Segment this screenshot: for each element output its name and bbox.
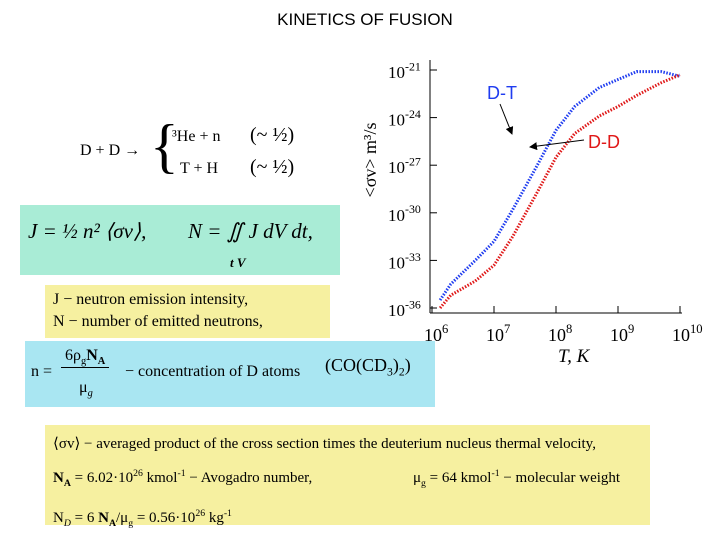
x-tick-label: 109 (610, 322, 634, 345)
series-line (438, 73, 681, 309)
note: ⟨σv⟩ − averaged product of the cross sec… (53, 436, 596, 452)
concentration-text: − concentration of D atoms (125, 363, 301, 380)
branch-products: ³He + n (172, 128, 221, 145)
notes-box: ⟨σv⟩ − averaged product of the cross sec… (45, 425, 650, 529)
y-tick-label: 10-36 (388, 297, 421, 320)
formula-part: ) (404, 355, 411, 375)
y-axis-label: <σv> m³/s (360, 123, 380, 198)
formula: J = ½ n² ⟨σv⟩, (28, 219, 147, 243)
formula-part: g (87, 388, 93, 400)
concentration-box: n = 6ρgNA μg − concentration of D atoms … (25, 341, 435, 407)
x-tick-label: 108 (548, 322, 572, 345)
y-tick-label: 10-33 (388, 250, 421, 273)
formula-part: 2 (398, 365, 405, 379)
formula: (CO(CD3)2) (325, 355, 411, 379)
note-part: = 64 kmol (425, 470, 492, 486)
note-part: 26 (133, 468, 143, 479)
denominator: μg (79, 379, 93, 399)
note-part: − molecular weight (499, 470, 621, 486)
branch-fraction: (~ ½) (250, 124, 295, 146)
note-part: /μ (116, 510, 129, 526)
formula-part: 3 (387, 365, 393, 379)
note-part: = 6.02·10 (70, 470, 134, 486)
note-part: g (421, 478, 426, 489)
formula-part: 6ρ (65, 347, 81, 364)
note: ND = 6 NA/μg = 0.56·1026 kg-1 (53, 499, 642, 539)
note-part: 26 (195, 508, 206, 519)
y-tick-label: 10-24 (388, 107, 421, 130)
formula-part: ) (392, 355, 399, 375)
note-part: A (63, 478, 71, 489)
formula-part: μ (79, 379, 88, 396)
note-part: N (53, 470, 64, 486)
branch-fraction: (~ ½) (250, 156, 295, 178)
series-label: D-T (487, 83, 517, 103)
note-part: kmol (142, 470, 178, 486)
definitions-box: J − neutron emission intensity, N − numb… (45, 285, 330, 338)
y-tick-label: 10-21 (388, 59, 421, 82)
note-part: D (63, 518, 71, 529)
definition: J − neutron emission intensity, (53, 291, 249, 308)
y-tick-label: 10-27 (388, 155, 421, 178)
series-label: D-D (588, 132, 620, 152)
note-part: = 0.56·10 (133, 510, 196, 526)
note-part: = 6 (70, 510, 99, 526)
formula-part: g (80, 356, 87, 368)
formula-part: (CO(CD (325, 355, 387, 375)
note-part: N (98, 510, 109, 526)
label-arrow (499, 103, 514, 135)
x-axis-label: T, K (558, 346, 591, 367)
formula-part: N (86, 347, 98, 364)
note: μg = 64 kmol-1 − molecular weight (413, 459, 620, 499)
numerator: 6ρgNA (61, 347, 110, 369)
x-tick-label: 1010 (672, 322, 703, 345)
note: NA = 6.02·1026 kmol-1 − Avogadro number,… (53, 459, 642, 499)
note-part: − Avogadro number, (185, 470, 313, 486)
note-part: -1 (177, 468, 186, 479)
title: KINETICS OF FUSION (277, 10, 453, 29)
formula-limits: t V (230, 255, 246, 270)
formula-box: J = ½ n² ⟨σv⟩, N = ∬ J dV dt, t V (20, 205, 340, 275)
y-tick-label: 10-30 (388, 202, 421, 225)
formula: n = (31, 363, 53, 380)
note-part: A (108, 518, 116, 529)
note-part: -1 (223, 508, 232, 519)
branch-products: T + H (180, 160, 219, 177)
formula: N = ∬ J dV dt, (188, 219, 313, 243)
label-arrow (529, 139, 585, 151)
note-part: N (53, 510, 64, 526)
note-part: -1 (491, 468, 500, 479)
reaction-left: D + D → (80, 142, 141, 159)
brace: { (150, 113, 179, 179)
note-part: kg (205, 510, 224, 526)
definition: N − number of emitted neutrons, (53, 313, 263, 330)
note-part: μ (413, 470, 422, 486)
series-line (438, 70, 681, 301)
formula-part: A (97, 356, 106, 368)
note-part: g (128, 518, 134, 529)
x-tick-label: 107 (486, 322, 510, 345)
